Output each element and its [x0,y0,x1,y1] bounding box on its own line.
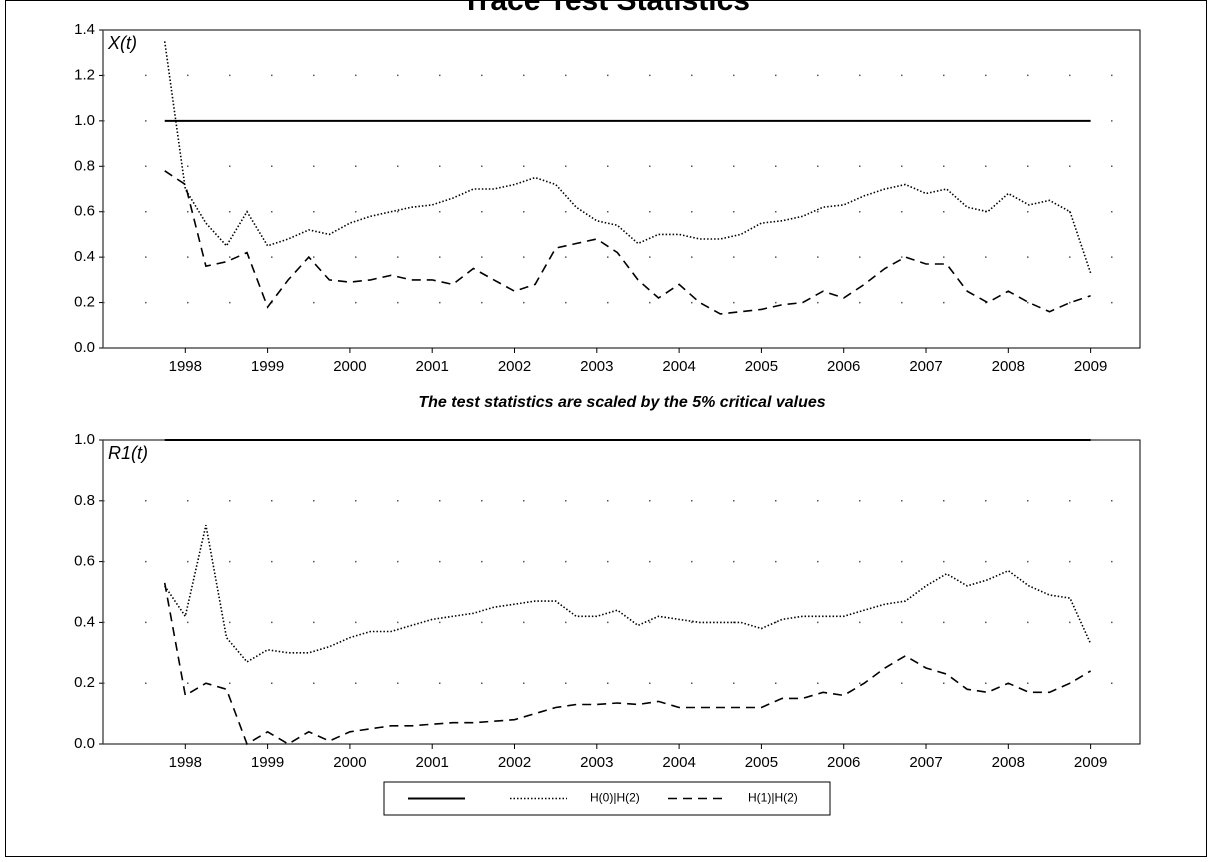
x-tick-label: 2005 [745,754,778,771]
y-tick-label: 0.0 [74,339,95,356]
y-tick-label: 0.2 [74,674,95,691]
x-tick-label: 2009 [1074,358,1107,375]
y-tick-label: 0.6 [74,203,95,220]
panel-label: X(t) [107,33,137,53]
note: The test statistics are scaled by the 5%… [418,394,825,411]
x-tick-label: 2000 [333,754,366,771]
y-tick-label: 0.0 [74,735,95,752]
x-tick-label: 2000 [333,358,366,375]
x-tick-label: 2008 [992,358,1025,375]
x-tick-label: 2004 [662,754,695,771]
legend-label: H(0)|H(2) [590,791,640,805]
x-tick-label: 2001 [416,754,449,771]
x-tick-label: 2003 [580,754,613,771]
y-tick-label: 0.8 [74,492,95,509]
x-tick-label: 2002 [498,358,531,375]
x-tick-label: 2008 [992,754,1025,771]
x-tick-label: 2007 [909,754,942,771]
plot-frame [102,29,1141,349]
x-tick-label: 2002 [498,754,531,771]
x-tick-label: 1998 [169,358,202,375]
y-tick-label: 0.4 [74,248,95,265]
series-line [163,582,1092,746]
y-tick-label: 0.4 [74,613,95,630]
panel-label: R1(t) [108,443,148,463]
x-tick-label: 2006 [827,754,860,771]
x-tick-label: 2009 [1074,754,1107,771]
y-tick-label: 1.0 [74,112,95,129]
x-tick-label: 2005 [745,358,778,375]
x-tick-label: 2003 [580,358,613,375]
chart-title: Trace Test Statistics [462,0,750,17]
x-tick-label: 2007 [909,358,942,375]
y-tick-label: 0.6 [74,553,95,570]
x-tick-label: 2004 [662,358,695,375]
series-line [164,524,1092,663]
plot-frame [102,439,1141,745]
x-tick-label: 2006 [827,358,860,375]
series-line [164,170,1091,315]
y-tick-label: 0.2 [74,294,95,311]
x-tick-label: 1999 [251,358,284,375]
x-tick-label: 1999 [251,754,284,771]
y-tick-label: 1.4 [74,21,95,38]
y-tick-label: 1.2 [74,66,95,83]
x-tick-label: 1998 [169,754,202,771]
legend-label: H(1)|H(2) [748,791,798,805]
y-tick-label: 0.8 [74,157,95,174]
series-line [163,41,1092,274]
y-tick-label: 1.0 [74,431,95,448]
outer-frame [5,0,1207,857]
x-tick-label: 2001 [416,358,449,375]
